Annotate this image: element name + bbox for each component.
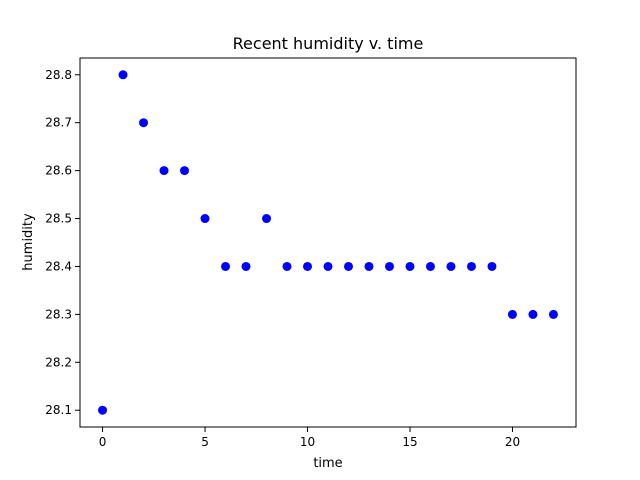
data-point	[159, 166, 169, 176]
data-point	[262, 214, 272, 224]
x-tick-label: 5	[201, 435, 209, 449]
data-point	[364, 261, 374, 271]
data-point	[405, 261, 415, 271]
y-tick-label: 28.4	[45, 259, 72, 273]
data-point	[282, 261, 292, 271]
data-point	[200, 214, 210, 224]
data-point	[487, 261, 497, 271]
data-point	[303, 261, 313, 271]
data-point	[323, 261, 333, 271]
y-tick-label: 28.5	[45, 212, 72, 226]
data-point	[241, 261, 251, 271]
data-points	[98, 70, 558, 415]
x-tick-label: 10	[300, 435, 315, 449]
y-tick-label: 28.6	[45, 164, 72, 178]
data-point	[507, 309, 517, 319]
chart-title: Recent humidity v. time	[233, 34, 424, 53]
y-tick-label: 28.2	[45, 355, 72, 369]
data-point	[98, 405, 108, 415]
data-point	[139, 118, 149, 128]
data-point	[343, 261, 353, 271]
x-axis-label: time	[313, 456, 342, 471]
x-tick-label: 15	[402, 435, 417, 449]
data-point	[221, 261, 231, 271]
y-axis: 28.1 28.2 28.3 28.4 28.5 28.6 28.7 28.8	[45, 68, 80, 417]
data-point	[446, 261, 456, 271]
data-point	[118, 70, 128, 80]
data-point	[466, 261, 476, 271]
data-point	[180, 166, 190, 176]
x-axis: 0 5 10 15 20	[99, 427, 520, 449]
data-point	[548, 309, 558, 319]
y-tick-label: 28.7	[45, 116, 72, 130]
plot-area	[79, 57, 577, 428]
data-point	[425, 261, 435, 271]
x-tick-label: 20	[505, 435, 520, 449]
data-point	[384, 261, 394, 271]
y-axis-label: humidity	[21, 213, 36, 271]
data-point	[528, 309, 538, 319]
y-tick-label: 28.8	[45, 68, 72, 82]
y-tick-label: 28.3	[45, 307, 72, 321]
x-tick-label: 0	[99, 435, 107, 449]
y-tick-label: 28.1	[45, 403, 72, 417]
